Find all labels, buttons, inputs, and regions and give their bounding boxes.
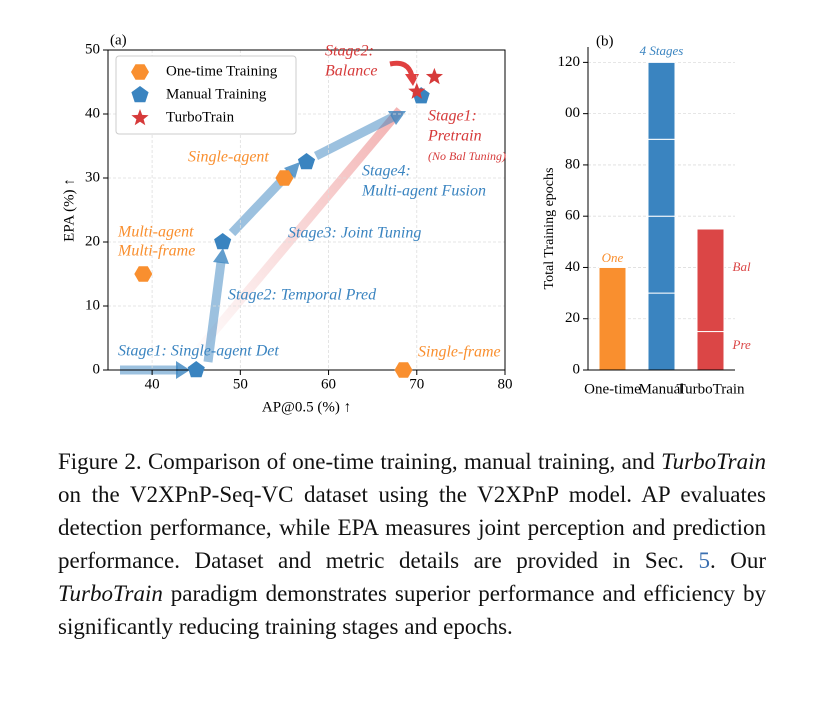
x-tick-label: TurboTrain (676, 381, 745, 397)
annotation: (No Bal Tuning) (428, 149, 506, 163)
y-tick-label: 0 (573, 361, 581, 377)
panel-label: (b) (596, 33, 614, 49)
y-axis-label: EPA (%) ↑ (61, 178, 77, 242)
annotation: Stage2: (325, 43, 374, 60)
figure: 40 50 60 70 80 0 10 20 30 40 50 AP@0.5 (%) ↑ EPA (%)… (61, 32, 752, 415)
point (297, 153, 316, 170)
point (394, 362, 413, 378)
y-axis-label: Total Training epochs (542, 168, 557, 290)
x-tick-label: One-time (584, 381, 641, 397)
point (408, 82, 426, 99)
caption-text: on the V2XPnP-Seq-VC dataset using the V… (58, 482, 766, 573)
legend-box (115, 55, 297, 135)
point (425, 67, 443, 85)
annotation: Stage3: Joint Tuning (288, 225, 421, 242)
annotation: 4 Stages (640, 43, 684, 58)
annotation: Single-agent (188, 149, 269, 166)
legend-marker (131, 64, 149, 80)
caption-text: . Our (709, 548, 766, 573)
y-tick-label: 10 (85, 297, 100, 313)
legend-label: One-time Training (166, 63, 278, 79)
annotation: Pre (732, 337, 752, 352)
x-tick-label: 40 (145, 376, 160, 392)
y-tick-label: 20 (565, 310, 580, 326)
annotation: One (602, 250, 624, 265)
y-tick-label: 120 (558, 54, 581, 70)
annotation: Multi-agent (117, 224, 194, 241)
annotation: Bal (733, 259, 751, 274)
bar-segment (598, 266, 627, 371)
y-tick-label: 30 (85, 169, 100, 185)
y-tick-label: 40 (565, 259, 580, 275)
legend-label: TurboTrain (166, 109, 235, 125)
annotation: Multi-frame (117, 243, 195, 260)
caption: Figure 2. Comparison of one-time trainin… (58, 445, 766, 643)
bar-segment (647, 61, 676, 140)
point (214, 233, 232, 250)
y-tick-label: 0 (93, 361, 101, 377)
annotation: Stage1: (428, 108, 477, 125)
y-tick-label: 60 (565, 208, 580, 224)
annotation: Single-frame (418, 344, 501, 361)
bar-segment (647, 215, 676, 294)
point (275, 170, 294, 186)
y-tick-label: 80 (565, 156, 580, 172)
x-tick-label: Manual (639, 381, 685, 397)
bar-segment (696, 228, 725, 333)
bar-segment (647, 292, 676, 371)
panel-label: (a) (110, 32, 127, 48)
annotation: Balance (325, 63, 377, 80)
caption-text: paradigm demonstrates superior performan… (58, 581, 766, 639)
y-tick-label: 50 (85, 41, 100, 57)
caption-text: Figure 2. Comparison of one-time trainin… (58, 449, 662, 474)
x-axis-label: AP@0.5 (%) ↑ (262, 399, 351, 415)
x-tick-label: 50 (233, 376, 248, 392)
x-tick-label: 80 (498, 376, 513, 392)
y-tick-label: 20 (85, 233, 100, 249)
legend-marker (131, 109, 149, 126)
section-link[interactable]: 5 (698, 548, 710, 573)
annotation: Multi-agent Fusion (361, 183, 486, 200)
annotation: Pretrain (427, 128, 482, 145)
point (187, 361, 205, 378)
x-tick-label: 60 (321, 376, 336, 392)
point (134, 266, 153, 282)
annotation: Stage2: Temporal Pred (228, 287, 377, 304)
x-tick-label: 70 (409, 376, 424, 392)
legend-label: Manual Training (166, 86, 267, 102)
bar-segment (647, 138, 676, 217)
annotation: Stage4: (362, 163, 411, 180)
y-tick-label: 40 (85, 105, 100, 121)
caption-text: TurboTrain (661, 449, 766, 474)
annotation: Stage1: Single-agent Det (118, 343, 279, 360)
caption-text: TurboTrain (58, 581, 163, 606)
y-tick-label: 00 (565, 105, 580, 121)
plot-frame (107, 49, 506, 371)
legend-marker (131, 86, 149, 103)
bar-segment (696, 331, 725, 371)
